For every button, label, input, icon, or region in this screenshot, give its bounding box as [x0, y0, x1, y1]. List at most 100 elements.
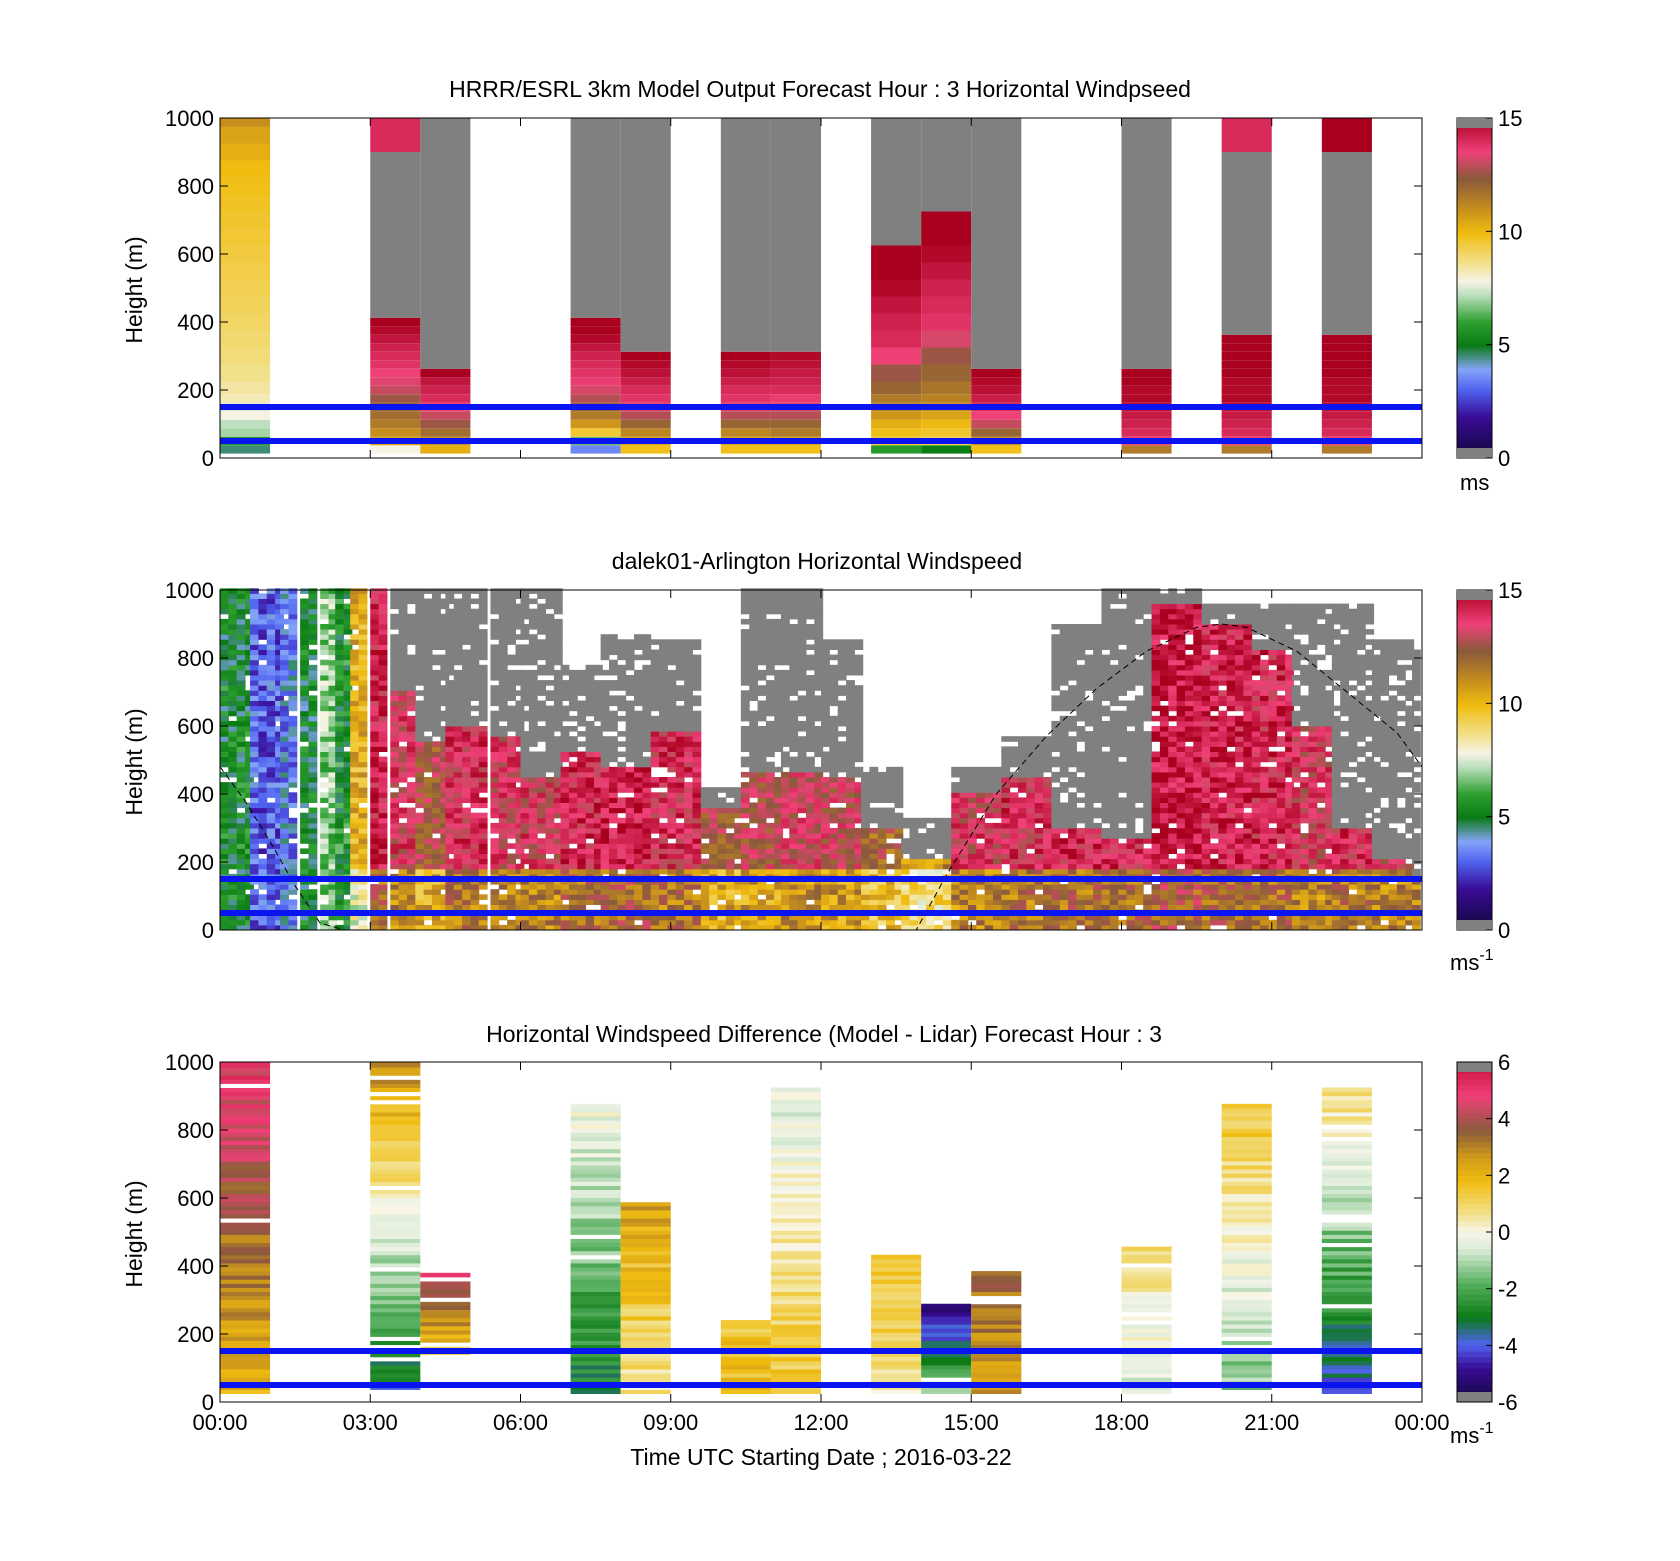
lidar-cell: [378, 889, 388, 895]
lidar-cell: [675, 899, 685, 905]
lidar-cell: [650, 726, 660, 732]
lidar-cell: [343, 613, 353, 620]
lidar-cell: [528, 608, 538, 615]
lidar-cell: [280, 792, 289, 798]
lidar-cell: [498, 792, 508, 798]
lidar-cell: [507, 904, 516, 911]
lidar-cell: [423, 828, 433, 834]
lidar-cell: [275, 761, 284, 768]
lidar-cell: [545, 766, 555, 773]
lidar-cell: [490, 654, 500, 661]
lidar-cell: [797, 705, 807, 712]
lidar-cell: [245, 761, 254, 768]
lidar-cell: [692, 771, 702, 778]
lidar-cell: [886, 899, 895, 905]
lidar-cell: [734, 868, 744, 875]
lidar-cell: [659, 792, 668, 798]
lidar-cell: [765, 608, 775, 615]
lidar-cell: [821, 751, 830, 758]
lidar-cell: [343, 715, 353, 722]
lidar-cell: [280, 649, 289, 656]
lidar-cell: [942, 884, 952, 890]
lidar-cell: [507, 894, 516, 900]
lidar-cell: [634, 889, 643, 895]
lidar-cell: [861, 843, 870, 849]
lidar-cell: [659, 736, 668, 742]
lidar-cell: [406, 766, 416, 773]
lidar-cell: [350, 654, 360, 661]
lidar-cell: [245, 853, 254, 860]
lidar-cell: [634, 904, 643, 911]
lidar-cell: [634, 787, 643, 793]
lidar-cell: [462, 817, 471, 824]
lidar-cell: [335, 741, 345, 747]
lidar-cell: [328, 858, 338, 865]
lidar-cell: [445, 700, 455, 707]
lidar-cell: [406, 761, 416, 768]
lidar-cell: [453, 858, 463, 865]
lidar-cell: [617, 741, 627, 747]
lidar-cell: [258, 787, 268, 793]
lidar-cell: [478, 705, 488, 712]
lidar-cell: [553, 812, 563, 819]
lidar-cell: [560, 710, 570, 717]
lidar-cell: [406, 618, 416, 625]
lidar-cell: [280, 817, 289, 824]
lidar-cell: [577, 833, 587, 839]
lidar-cell: [228, 817, 238, 824]
lidar-cell: [608, 858, 618, 865]
lidar-cell: [797, 817, 807, 824]
lidar-cell: [423, 858, 433, 865]
lidar-cell: [245, 639, 254, 645]
lidar-cell: [740, 914, 750, 921]
lidar-cell: [250, 700, 259, 707]
lidar-cell: [854, 695, 864, 701]
lidar-cell: [749, 833, 759, 839]
model-cell: [1221, 351, 1272, 361]
lidar-cell: [390, 761, 400, 768]
lidar-cell: [453, 863, 463, 870]
lidar-cell: [684, 695, 693, 701]
lidar-cell: [328, 593, 338, 599]
lidar-cell: [585, 894, 595, 900]
lidar-cell: [520, 924, 530, 931]
lidar-cell: [415, 858, 425, 865]
lidar-cell: [507, 639, 516, 645]
lidar-cell: [275, 787, 284, 793]
lidar-cell: [398, 797, 408, 803]
lidar-cell: [275, 705, 284, 712]
lidar-cell: [398, 746, 408, 752]
lidar-cell: [740, 690, 750, 696]
lidar-cell: [398, 807, 408, 814]
lidar-cell: [445, 848, 455, 854]
lidar-cell: [478, 736, 488, 742]
lidar-cell: [765, 618, 775, 625]
lidar-cell: [537, 777, 547, 783]
lidar-cell: [568, 848, 578, 854]
lidar-cell: [757, 766, 767, 773]
lidar-cell: [220, 812, 229, 819]
lidar-cell: [462, 914, 471, 921]
lidar-cell: [350, 634, 360, 640]
model-cell: [220, 143, 271, 161]
lidar-cell: [667, 919, 677, 926]
lidar-cell: [390, 669, 400, 676]
lidar-cell: [797, 634, 807, 640]
lidar-cell: [667, 731, 677, 737]
lidar-cell: [894, 924, 904, 931]
lidar-cell: [692, 858, 702, 865]
lidar-cell: [869, 792, 879, 798]
lidar-cell: [250, 792, 259, 798]
lidar-cell: [328, 746, 338, 752]
lidar-cell: [600, 924, 610, 931]
lidar-cell: [280, 593, 289, 599]
lidar-cell: [220, 792, 229, 798]
lidar-cell: [593, 690, 603, 696]
lidar-cell: [553, 894, 563, 900]
lidar-cell: [258, 919, 268, 926]
lidar-cell: [934, 848, 944, 854]
lidar-cell: [343, 868, 353, 875]
lidar-cell: [432, 603, 441, 610]
lidar-cell: [700, 807, 710, 814]
